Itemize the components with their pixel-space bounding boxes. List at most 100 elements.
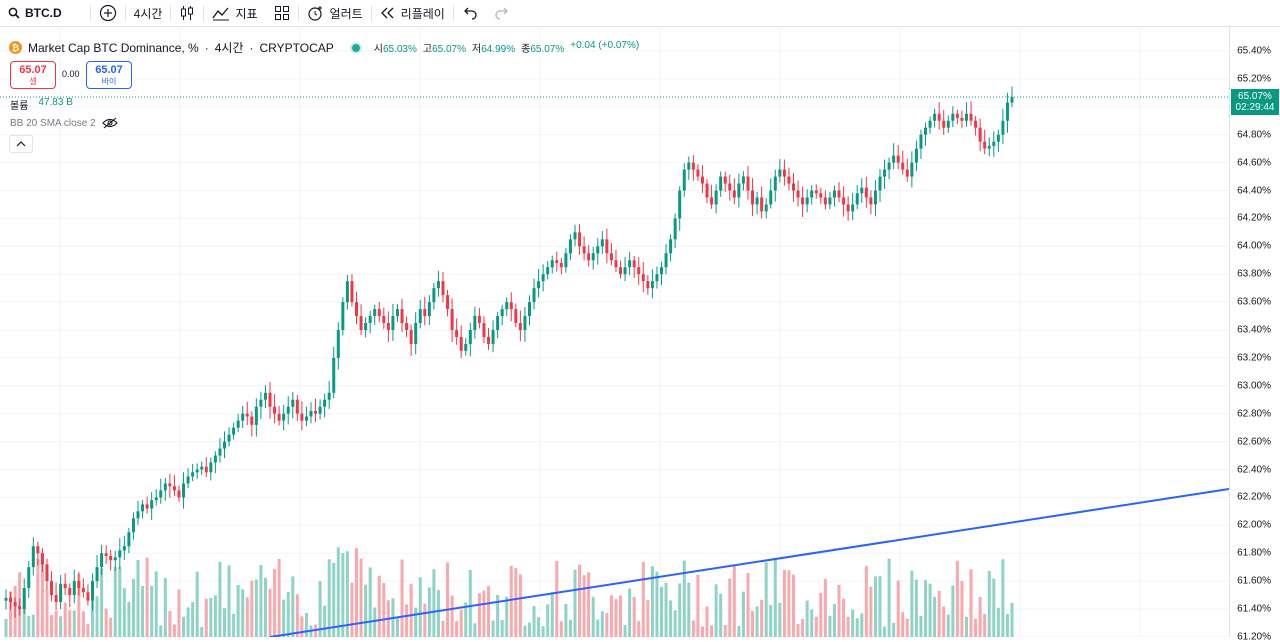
volume-label: 볼륨 [10, 101, 29, 112]
candle-body [832, 190, 836, 198]
buy-label: 바이 [101, 77, 117, 86]
candle-body [327, 392, 331, 400]
volume-bar [801, 618, 805, 637]
chart-type-button[interactable] [171, 0, 203, 26]
volume-bar [45, 588, 49, 637]
volume-bar [828, 615, 832, 637]
volume-bar [623, 624, 627, 637]
undo-button[interactable] [454, 0, 486, 26]
buy-button[interactable]: 65.07 바이 [86, 61, 132, 89]
volume-bar [50, 615, 54, 637]
price-chart[interactable] [0, 27, 1230, 638]
main-series-legend[interactable]: ₿ Market Cap BTC Dominance, % · 4시간 · CR… [9, 39, 639, 56]
market-status-icon[interactable] [349, 41, 362, 54]
alert-button[interactable]: 얼러트 [299, 0, 371, 26]
candle-body [801, 197, 805, 205]
candle-body [468, 330, 472, 344]
volume-bar [136, 560, 140, 637]
volume-bar [81, 611, 85, 637]
candle-body [45, 564, 49, 582]
price-axis-label: 61.60% [1237, 575, 1271, 587]
candle-body [573, 232, 577, 240]
candle-body [263, 392, 267, 400]
candle-body [400, 309, 404, 324]
candle-body [732, 190, 736, 198]
volume-bar [400, 559, 404, 637]
candle-body [523, 316, 527, 330]
series-interval: 4시간 [214, 41, 244, 55]
volume-bar [286, 591, 290, 637]
candle-body [933, 113, 937, 121]
price-axis-label: 65.40% [1237, 45, 1271, 57]
volume-bar [1010, 602, 1014, 637]
price-axis-label: 61.40% [1237, 603, 1271, 615]
volume-bar [359, 558, 363, 637]
candle-body [678, 190, 682, 219]
candle-body [792, 183, 796, 191]
candle-body [13, 602, 17, 607]
candle-body [95, 567, 99, 582]
volume-bar [295, 594, 299, 637]
price-axis[interactable]: 65.40%65.20%65.00%64.80%64.60%64.40%64.2… [1229, 27, 1280, 642]
volume-bar [355, 548, 359, 637]
candle-body [555, 260, 559, 264]
candle-body [191, 472, 195, 477]
candle-body [81, 588, 85, 593]
indicators-button[interactable]: 지표 [204, 0, 265, 26]
volume-bar [446, 562, 450, 637]
candle-body [901, 162, 905, 170]
volume-bar [678, 583, 682, 637]
volume-bar [482, 590, 486, 637]
candle-body [218, 448, 222, 456]
volume-bar [805, 600, 809, 637]
candle-body [304, 416, 308, 421]
volume-bar [846, 616, 850, 637]
volume-bar [650, 566, 654, 637]
candle-body [1005, 102, 1009, 121]
candle-body [819, 193, 823, 198]
toolbar-divider [203, 5, 205, 21]
collapse-legend-button[interactable] [9, 135, 33, 153]
candle-body [268, 392, 272, 407]
eye-hidden-icon[interactable] [101, 117, 118, 129]
interval-label: 4시간 [133, 6, 163, 21]
volume-bar [632, 596, 636, 637]
candle-body [172, 486, 176, 491]
volume-legend[interactable]: 볼륨 47.83 B [10, 97, 73, 112]
candle-body [924, 127, 928, 135]
volume-bar [368, 567, 372, 637]
candle-body [145, 504, 149, 509]
candle-body [127, 532, 131, 547]
candle-body [31, 546, 35, 568]
volume-bar [741, 591, 745, 637]
volume-bar [933, 596, 937, 637]
volume-bar [418, 577, 422, 637]
candle-body [928, 120, 932, 128]
replay-button[interactable]: 리플레이 [372, 0, 453, 26]
volume-bar [318, 580, 322, 637]
volume-bar [118, 566, 122, 637]
candle-body [782, 169, 786, 177]
interval-button[interactable]: 4시간 [126, 0, 171, 26]
volume-bar [869, 586, 873, 637]
candle-body [482, 323, 486, 337]
candle-body [163, 483, 167, 491]
candle-body [204, 466, 208, 473]
volume-bar [955, 560, 959, 637]
candle-body [414, 323, 418, 344]
compare-add-button[interactable] [91, 0, 125, 26]
candle-body [323, 399, 327, 407]
price-axis-label: 63.20% [1237, 352, 1271, 364]
symbol-search-button[interactable]: BTC.D [0, 0, 70, 26]
candles-icon [181, 6, 194, 20]
redo-button[interactable] [486, 0, 518, 26]
volume-bar [468, 569, 472, 637]
candle-body [177, 490, 181, 498]
volume-bar [350, 582, 354, 637]
candle-body [896, 155, 900, 163]
bb-legend[interactable]: BB 20 SMA close 2 [10, 117, 118, 129]
candle-body [650, 281, 654, 289]
sell-button[interactable]: 65.07 셀 [10, 61, 56, 89]
chart-pane[interactable] [0, 27, 1230, 638]
layouts-button[interactable] [266, 0, 298, 26]
